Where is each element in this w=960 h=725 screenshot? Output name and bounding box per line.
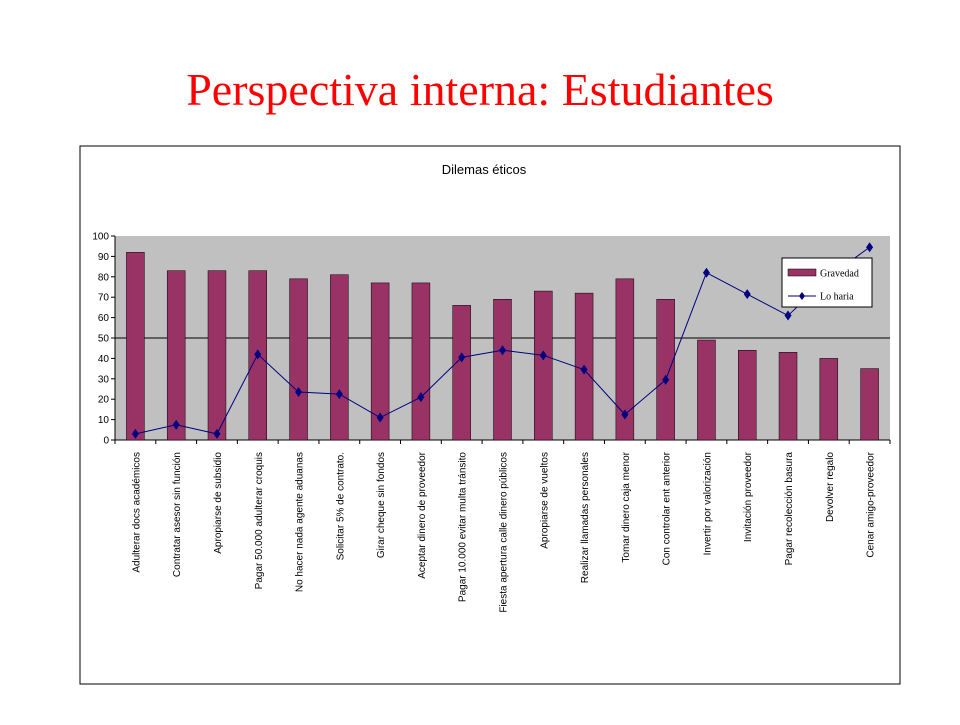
bar [493,298,512,441]
marker [580,364,588,375]
x-tick-label: Invitación proveedor [743,451,754,542]
marker [539,350,547,361]
x-tick-label: Tomar dinero caja menor [621,451,632,562]
bar [370,282,390,441]
marker [866,242,874,253]
y-tick-label: 0 [103,436,109,447]
y-tick-label: 60 [98,313,110,324]
y-tick-label: 80 [98,272,110,283]
marker [702,267,710,278]
x-tick-label: Adulterar docs académicos [131,452,142,573]
y-tick-label: 10 [98,415,110,426]
x-tick-label: Pagar recolección basura [784,452,795,566]
y-tick-label: 20 [98,395,110,406]
marker [458,352,466,363]
x-tick-label: Devolver regalo [825,452,836,522]
marker [213,428,221,439]
bar [289,278,308,441]
marker [784,310,792,321]
y-tick-label: 50 [98,334,110,345]
marker [172,419,180,430]
bar [534,290,553,441]
y-tick-label: 90 [98,252,110,263]
bar [656,298,675,441]
bar [452,305,471,441]
x-tick-label: Fiesta apertura calle dinero públicos [499,452,510,613]
bar [860,368,879,441]
x-tick-label: Realizar llamadas personales [580,452,591,583]
legend-label: Gravedad [820,269,859,280]
marker [662,374,670,385]
bar [697,339,716,441]
x-tick-label: Girar cheque sin fondos [376,452,387,558]
x-tick-label: No hacer nada agente aduanas [295,452,306,592]
chart-title: Dilemas éticos [442,162,527,177]
marker [499,345,506,356]
marker [254,349,262,360]
marker [131,428,139,439]
bar [778,352,798,441]
x-tick-label: Aceptar dinero de proveedor [417,451,428,578]
x-tick-label: Pagar 50.000 adulterar croquis [254,452,265,589]
y-tick-label: 70 [98,293,110,304]
slide-title: Perspectiva interna: Estudiantes [186,64,774,115]
x-tick-label: Pagar 10.000 evitar multa tránsito [458,452,469,603]
x-tick-label: Cenar amigo-proveedor [866,451,877,557]
x-tick-label: Apropiarse de vueltos [539,452,550,549]
bar [615,278,635,441]
marker [335,389,343,400]
legend-marker [799,292,805,300]
x-tick-label: Solicitar 5% de contrato. [335,452,346,560]
bar [166,270,186,441]
x-tick-label: Contratar asesor sin función [172,452,183,577]
y-tick-label: 40 [98,354,110,365]
x-tick-label: Invertir por valorización [702,452,713,555]
bar [330,274,349,441]
bar [819,358,839,441]
marker [621,409,629,420]
bar [207,270,227,441]
bar [738,349,757,441]
x-tick-label: Con controlar ent anterior [662,451,673,565]
legend-label: Lo haria [820,292,854,303]
marker [417,392,425,403]
marker [376,412,384,423]
bar [126,252,145,441]
y-tick-label: 30 [98,374,110,385]
marker [295,387,303,398]
legend-swatch [787,268,817,277]
x-tick-label: Apropiarse de subsidio [213,452,224,554]
y-tick-label: 100 [92,232,109,243]
legend [781,257,873,308]
marker [743,289,751,300]
bar [411,282,431,441]
